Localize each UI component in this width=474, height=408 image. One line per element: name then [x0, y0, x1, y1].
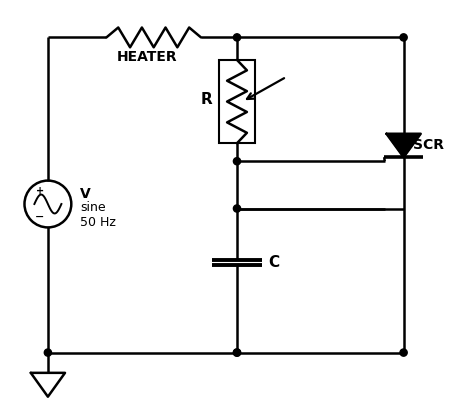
- Text: C: C: [268, 255, 280, 270]
- Text: V: V: [80, 187, 91, 201]
- Polygon shape: [31, 373, 65, 397]
- Text: −: −: [35, 212, 45, 222]
- Text: sine: sine: [80, 201, 106, 214]
- Circle shape: [400, 349, 407, 356]
- Text: R: R: [201, 92, 212, 107]
- Circle shape: [233, 157, 241, 165]
- Text: +: +: [36, 186, 44, 196]
- Text: HEATER: HEATER: [117, 50, 177, 64]
- Text: SCR: SCR: [412, 138, 444, 153]
- Circle shape: [233, 349, 241, 356]
- Bar: [219, 60, 255, 143]
- Polygon shape: [386, 134, 421, 157]
- Circle shape: [233, 349, 241, 356]
- Circle shape: [44, 349, 52, 356]
- Circle shape: [233, 205, 241, 212]
- Text: 50 Hz: 50 Hz: [80, 216, 116, 229]
- Circle shape: [400, 34, 407, 41]
- Circle shape: [233, 34, 241, 41]
